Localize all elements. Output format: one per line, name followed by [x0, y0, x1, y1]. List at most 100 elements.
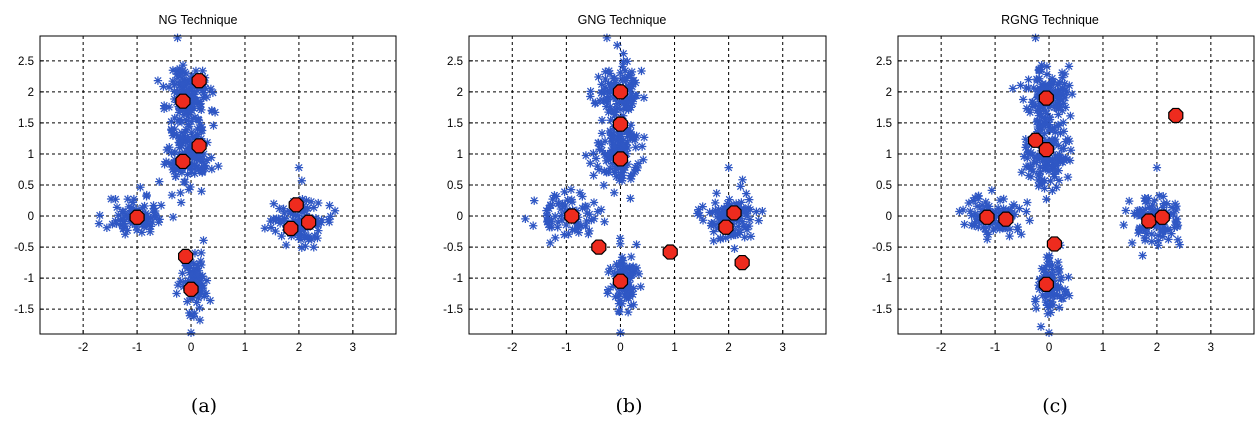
data-point: [605, 87, 614, 96]
data-point: [1039, 271, 1048, 281]
cluster-center-marker: [183, 281, 199, 297]
data-point: [208, 88, 218, 97]
data-point: [576, 221, 586, 230]
data-point: [292, 219, 301, 228]
data-point: [1048, 155, 1057, 164]
data-point: [1028, 150, 1038, 160]
data-point: [155, 215, 164, 224]
data-point: [1031, 294, 1040, 304]
data-point: [1035, 284, 1044, 294]
cluster-center-marker: [1038, 141, 1054, 158]
data-point: [758, 206, 767, 216]
data-point: [616, 171, 625, 180]
data-point: [1024, 171, 1034, 180]
data-point: [995, 195, 1005, 205]
data-point: [169, 161, 178, 170]
data-point: [1053, 120, 1063, 130]
data-point: [301, 242, 310, 251]
data-point: [1051, 161, 1060, 170]
data-point: [632, 263, 641, 273]
data-point: [182, 144, 192, 153]
data-point: [591, 98, 600, 107]
data-point: [615, 296, 625, 305]
data-point: [615, 234, 625, 243]
data-point: [295, 217, 305, 226]
data-point: [1042, 62, 1052, 71]
data-point: [161, 157, 171, 166]
data-point: [171, 172, 180, 181]
data-point: [618, 62, 627, 71]
data-point: [1064, 291, 1074, 300]
data-point: [738, 217, 747, 226]
data-point: [616, 239, 625, 248]
data-point: [615, 134, 624, 143]
data-point: [544, 204, 554, 213]
data-point: [214, 161, 223, 171]
data-point: [1037, 61, 1046, 70]
data-point: [605, 163, 615, 173]
data-point: [1022, 104, 1031, 113]
data-point: [186, 270, 196, 280]
data-point: [745, 195, 754, 204]
data-point: [306, 197, 316, 206]
data-point: [1027, 98, 1037, 107]
data-point: [578, 203, 587, 213]
data-point: [604, 66, 614, 76]
data-point: [966, 207, 975, 216]
data-point: [730, 244, 739, 253]
panel-b-centers: [564, 84, 750, 289]
data-point: [977, 205, 987, 214]
data-point: [736, 182, 745, 191]
data-point: [606, 264, 615, 273]
data-point: [193, 164, 203, 173]
data-point: [1048, 300, 1058, 310]
data-point: [1058, 154, 1068, 164]
panel-a-centers: [129, 73, 317, 297]
data-point: [1057, 68, 1067, 77]
data-point: [1040, 129, 1049, 138]
data-point: [189, 264, 198, 274]
data-point: [612, 145, 622, 155]
data-point: [553, 217, 563, 227]
x-tick-label: -2: [936, 342, 946, 354]
data-point: [709, 236, 718, 246]
panel-c-yticks: -1.5 -1 -0.5 0 0.5 1 1.5 2 2.5: [872, 56, 892, 316]
data-point: [1134, 228, 1143, 238]
data-point: [610, 188, 619, 197]
data-point: [309, 243, 318, 252]
data-point: [194, 151, 204, 161]
data-point: [711, 220, 721, 229]
data-point: [593, 138, 603, 148]
y-tick-label: 2: [457, 87, 463, 99]
data-point: [277, 231, 286, 241]
data-point: [1007, 209, 1016, 219]
data-point: [600, 217, 609, 226]
data-point: [597, 140, 606, 149]
data-point: [1041, 293, 1050, 302]
cluster-center-marker: [1168, 107, 1184, 124]
data-point: [556, 204, 566, 214]
data-point: [112, 219, 121, 228]
data-point: [1061, 153, 1070, 163]
data-point: [1023, 154, 1032, 163]
data-point: [582, 208, 592, 218]
cluster-center-marker: [612, 273, 629, 289]
data-point: [1172, 214, 1182, 224]
data-point: [175, 64, 184, 73]
data-point: [623, 132, 632, 141]
data-point: [1034, 74, 1044, 84]
data-point: [1065, 156, 1075, 165]
data-point: [177, 117, 187, 127]
data-point: [181, 277, 190, 287]
data-point: [630, 167, 639, 177]
data-point: [589, 198, 599, 207]
data-point: [1052, 183, 1061, 192]
data-point: [120, 221, 129, 231]
data-point: [628, 264, 637, 273]
panel-c-xticks: -2 -1 0 1 2 3: [936, 342, 1214, 354]
data-point: [589, 149, 598, 158]
cluster-center-marker: [288, 197, 304, 213]
data-point: [1121, 206, 1130, 215]
data-point: [1025, 216, 1034, 225]
data-point: [1006, 206, 1015, 215]
